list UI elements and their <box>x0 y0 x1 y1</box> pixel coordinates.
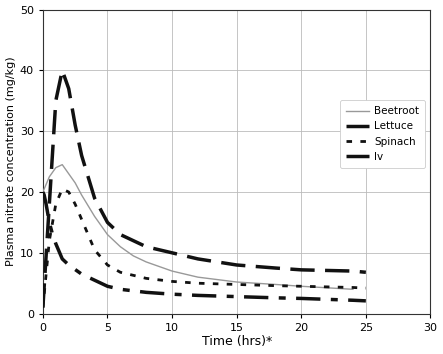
Y-axis label: Plasma nitrate concentration (mg/kg): Plasma nitrate concentration (mg/kg) <box>6 57 16 267</box>
Legend: Beetroot, Lettuce, Spinach, Iv: Beetroot, Lettuce, Spinach, Iv <box>340 100 425 168</box>
X-axis label: Time (hrs)*: Time (hrs)* <box>202 336 272 348</box>
